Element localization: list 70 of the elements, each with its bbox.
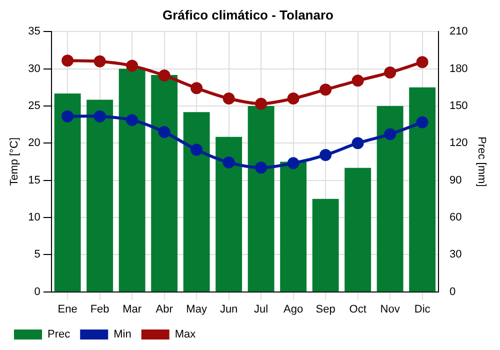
y2-tick-label: 60 [449,211,462,224]
point [320,149,332,162]
point [352,137,364,150]
point [222,156,235,168]
point [287,157,300,170]
y2-tick-label: 0 [449,286,456,298]
y2-tick-label: 30 [449,248,462,261]
point [158,69,170,82]
bar [183,112,210,292]
y2-tick-label: 210 [449,26,468,38]
bar [86,100,114,292]
y-tick-label: 25 [28,100,40,112]
y2-tick-label: 120 [449,137,468,150]
x-tick-label: Ene [58,303,78,316]
point [255,162,268,174]
chart-title: Gráfico climático - Tolanaro [162,7,334,22]
y-tick-label: 10 [28,211,40,224]
bar [312,198,339,292]
point [190,144,203,156]
y-tick-label: 5 [34,248,40,261]
bar [151,74,178,292]
bar [54,94,81,292]
point [320,84,332,96]
x-tick-label: Nov [380,303,400,316]
legend-label: Prec [48,328,71,341]
point [416,56,428,68]
point [255,98,268,110]
y2-tick-label: 180 [449,62,468,75]
point [158,126,170,138]
bar [118,68,146,292]
point [126,114,138,126]
x-tick-label: Dic [414,303,431,316]
bar [344,168,372,292]
x-tick-label: Mar [122,303,142,316]
point [94,110,106,122]
point [384,128,396,140]
point [94,55,106,68]
bar [376,106,404,292]
point [62,110,74,122]
bar [216,136,242,292]
y2-axis-title: Prec [mm] [475,136,488,187]
point [352,74,364,87]
point [416,116,428,128]
point [62,54,74,67]
point [126,60,138,72]
x-tick-label: Jul [254,303,268,316]
x-tick-label: Oct [349,303,366,316]
legend-label: Max [174,328,196,341]
y-tick-label: 15 [28,174,40,186]
x-tick-label: May [186,303,208,316]
point [384,66,396,78]
bar [280,162,307,292]
y2-tick-label: 150 [449,100,468,112]
point [287,92,300,105]
x-tick-label: Sep [316,303,336,316]
x-tick-label: Jun [220,303,238,316]
bar [248,106,274,292]
x-tick-label: Feb [90,303,110,316]
x-tick-label: Abr [156,303,174,316]
y2-tick-label: 90 [449,174,462,186]
y-tick-label: 30 [28,62,40,75]
y-tick-label: 20 [28,137,40,150]
y-tick-label: 35 [28,26,40,38]
y-axis-title: Temp [°C] [8,137,21,186]
bar [409,87,436,292]
x-tick-label: Ago [284,303,304,316]
point [222,92,235,105]
point [190,82,203,94]
legend-label: Min [114,328,132,341]
y-tick-label: 0 [34,286,40,298]
